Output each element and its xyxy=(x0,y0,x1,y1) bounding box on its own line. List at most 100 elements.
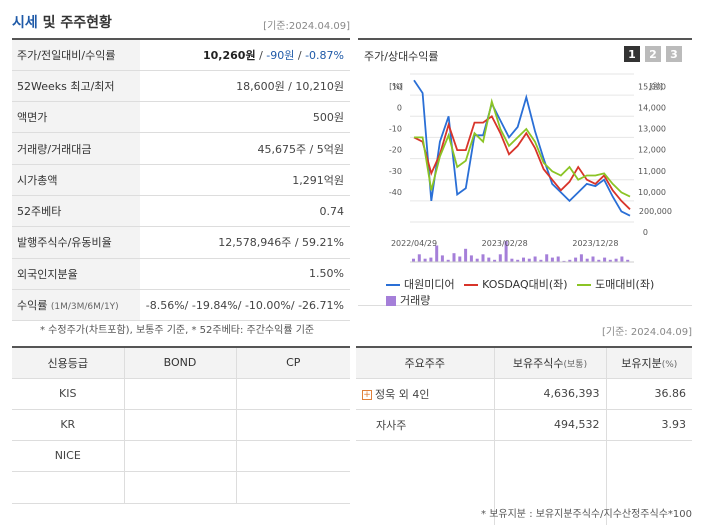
expand-plus-icon[interactable]: + xyxy=(362,389,372,400)
table-row: KR xyxy=(12,409,350,441)
row-label: 52주베타 xyxy=(12,195,140,228)
table-row: 52Weeks 최고/최저 18,600원 / 10,210원 xyxy=(12,70,350,103)
volume-bar xyxy=(469,255,473,262)
volume-bar xyxy=(585,258,589,262)
price-chart: [%][원]3020100-10-20-30-4017,00016,00015,… xyxy=(389,70,672,263)
volume-bar xyxy=(579,254,583,262)
left-tick-label: 0 xyxy=(397,103,402,112)
legend-wholesale: 도매대비(좌) xyxy=(577,277,654,293)
chart-page-2-button[interactable]: 2 xyxy=(645,46,661,62)
cp-cell xyxy=(235,471,350,504)
series-line-2 xyxy=(414,97,631,198)
table-header-row: 주요주주 보유주식수(보통) 보유지분(%) xyxy=(356,347,692,379)
row-value: 1.50% xyxy=(140,258,350,290)
volume-bar xyxy=(423,258,427,262)
section-header: 시세 및 주주현황 [기준:2024.04.09] xyxy=(12,8,350,36)
volume-bar xyxy=(562,260,566,262)
right-tick-label: 10,000 xyxy=(638,188,666,197)
credit-rating-table: 신용등급 BOND CP KIS KR NICE xyxy=(12,346,350,504)
volume-tick-label: 200,000 xyxy=(639,207,672,216)
chart-page-1-button[interactable]: 1 xyxy=(624,46,640,62)
col-header: 보유주식수(보통) xyxy=(493,347,606,379)
table-row-empty xyxy=(356,440,692,525)
volume-bar xyxy=(516,259,520,262)
volume-bar xyxy=(475,258,479,262)
volume-bar xyxy=(614,258,618,262)
volume-bar xyxy=(440,255,444,262)
volume-bar xyxy=(591,256,595,262)
volume-bar xyxy=(522,257,525,262)
left-unit-label: [%] xyxy=(389,82,403,91)
holder-note: * 보유지분 : 보유지분주식수/지수산정주식수*100 xyxy=(481,509,692,520)
table-row xyxy=(12,471,350,504)
table-row: NICE xyxy=(12,440,350,472)
volume-bar xyxy=(533,256,537,262)
legend-wholesale-swatch xyxy=(577,284,592,286)
row-value: 12,578,946주 / 59.21% xyxy=(140,226,350,259)
left-tick-label: -40 xyxy=(389,188,402,197)
volume-bar xyxy=(429,257,433,262)
volume-bar xyxy=(498,254,502,262)
agency-cell: KR xyxy=(12,409,124,441)
volume-bar xyxy=(527,258,531,262)
row-label: 52Weeks 최고/최저 xyxy=(12,70,140,103)
volume-bar xyxy=(446,259,450,262)
volume-bar xyxy=(481,254,485,262)
agency-cell xyxy=(12,471,124,504)
table-row: 자사주 494,532 3.93 xyxy=(356,409,692,441)
right-tick-label: 13,000 xyxy=(638,125,666,134)
right-tick-label: 11,000 xyxy=(638,167,666,176)
col-header: 보유지분(%) xyxy=(605,347,692,379)
volume-bar xyxy=(464,248,468,262)
legend-stock: 대원미디어 xyxy=(386,277,455,293)
volume-bar xyxy=(620,256,624,262)
chart-pager: 1 2 3 xyxy=(624,46,682,62)
cp-cell xyxy=(235,409,350,441)
series-line-0 xyxy=(413,79,631,217)
volume-tick-label: 0 xyxy=(643,228,648,237)
bond-cell xyxy=(123,471,236,504)
section-title: 시세 및 주주현황 xyxy=(12,15,112,31)
left-tick-label: -10 xyxy=(389,125,402,134)
legend-kosdaq: KOSDAQ대비(좌) xyxy=(464,277,568,293)
volume-bar xyxy=(487,257,491,262)
holder-name[interactable]: + 정욱 외 4인 xyxy=(356,378,494,410)
row-label: 외국인지분율 xyxy=(12,258,140,290)
base-date: [기준:2024.04.09] xyxy=(263,21,350,32)
right-tick-label: 15,000 xyxy=(638,82,666,91)
volume-bar xyxy=(603,257,607,262)
chart-page-3-button[interactable]: 3 xyxy=(666,46,682,62)
right-unit-label: [원] xyxy=(649,82,663,91)
x-tick-label: 2022/04/29 xyxy=(391,239,437,248)
agency-cell: NICE xyxy=(12,440,124,472)
volume-bar xyxy=(574,257,578,262)
volume-bar xyxy=(545,254,549,262)
row-label: 수익률 (1M/3M/6M/1Y) xyxy=(12,289,140,322)
table-row: 수익률 (1M/3M/6M/1Y) -8.56%/ -19.84%/ -10.0… xyxy=(12,289,350,322)
table-row: 시가총액 1,291억원 xyxy=(12,164,350,196)
holder-pct: 36.86 xyxy=(605,378,692,410)
price-value: 10,260원 / -90원 / -0.87% xyxy=(140,39,350,71)
chart-legend: 대원미디어 KOSDAQ대비(좌) 도매대비(좌) 거래량 xyxy=(386,276,686,309)
price-info-table: 주가/전일대비/수익률 10,260원 / -90원 / -0.87% 52We… xyxy=(12,38,350,322)
row-label: 거래량/거래대금 xyxy=(12,132,140,165)
left-tick-label: -20 xyxy=(389,146,402,155)
volume-bar xyxy=(452,253,456,262)
left-tick-label: 10 xyxy=(392,82,402,91)
right-tick-label: 12,000 xyxy=(638,146,666,155)
row-label: 시가총액 xyxy=(12,164,140,196)
legend-volume: 거래량 xyxy=(386,293,430,309)
volume-bar xyxy=(412,258,415,262)
price-note: * 수정주가(차트포함), 보통주 기준, * 52주베타: 주간수익률 기준 xyxy=(40,325,315,336)
col-header: BOND xyxy=(123,347,236,379)
volume-bar xyxy=(568,259,572,262)
agency-cell: KIS xyxy=(12,378,124,410)
table-header-row: 신용등급 BOND CP xyxy=(12,347,350,379)
legend-kosdaq-swatch xyxy=(464,284,479,286)
holder-shares: 4,636,393 xyxy=(493,378,606,410)
volume-bar xyxy=(556,256,560,262)
volume-bar xyxy=(504,241,508,262)
table-row: 52주베타 0.74 xyxy=(12,195,350,228)
cp-cell xyxy=(235,440,350,472)
holder-base-date: [기준: 2024.04.09] xyxy=(601,327,692,338)
